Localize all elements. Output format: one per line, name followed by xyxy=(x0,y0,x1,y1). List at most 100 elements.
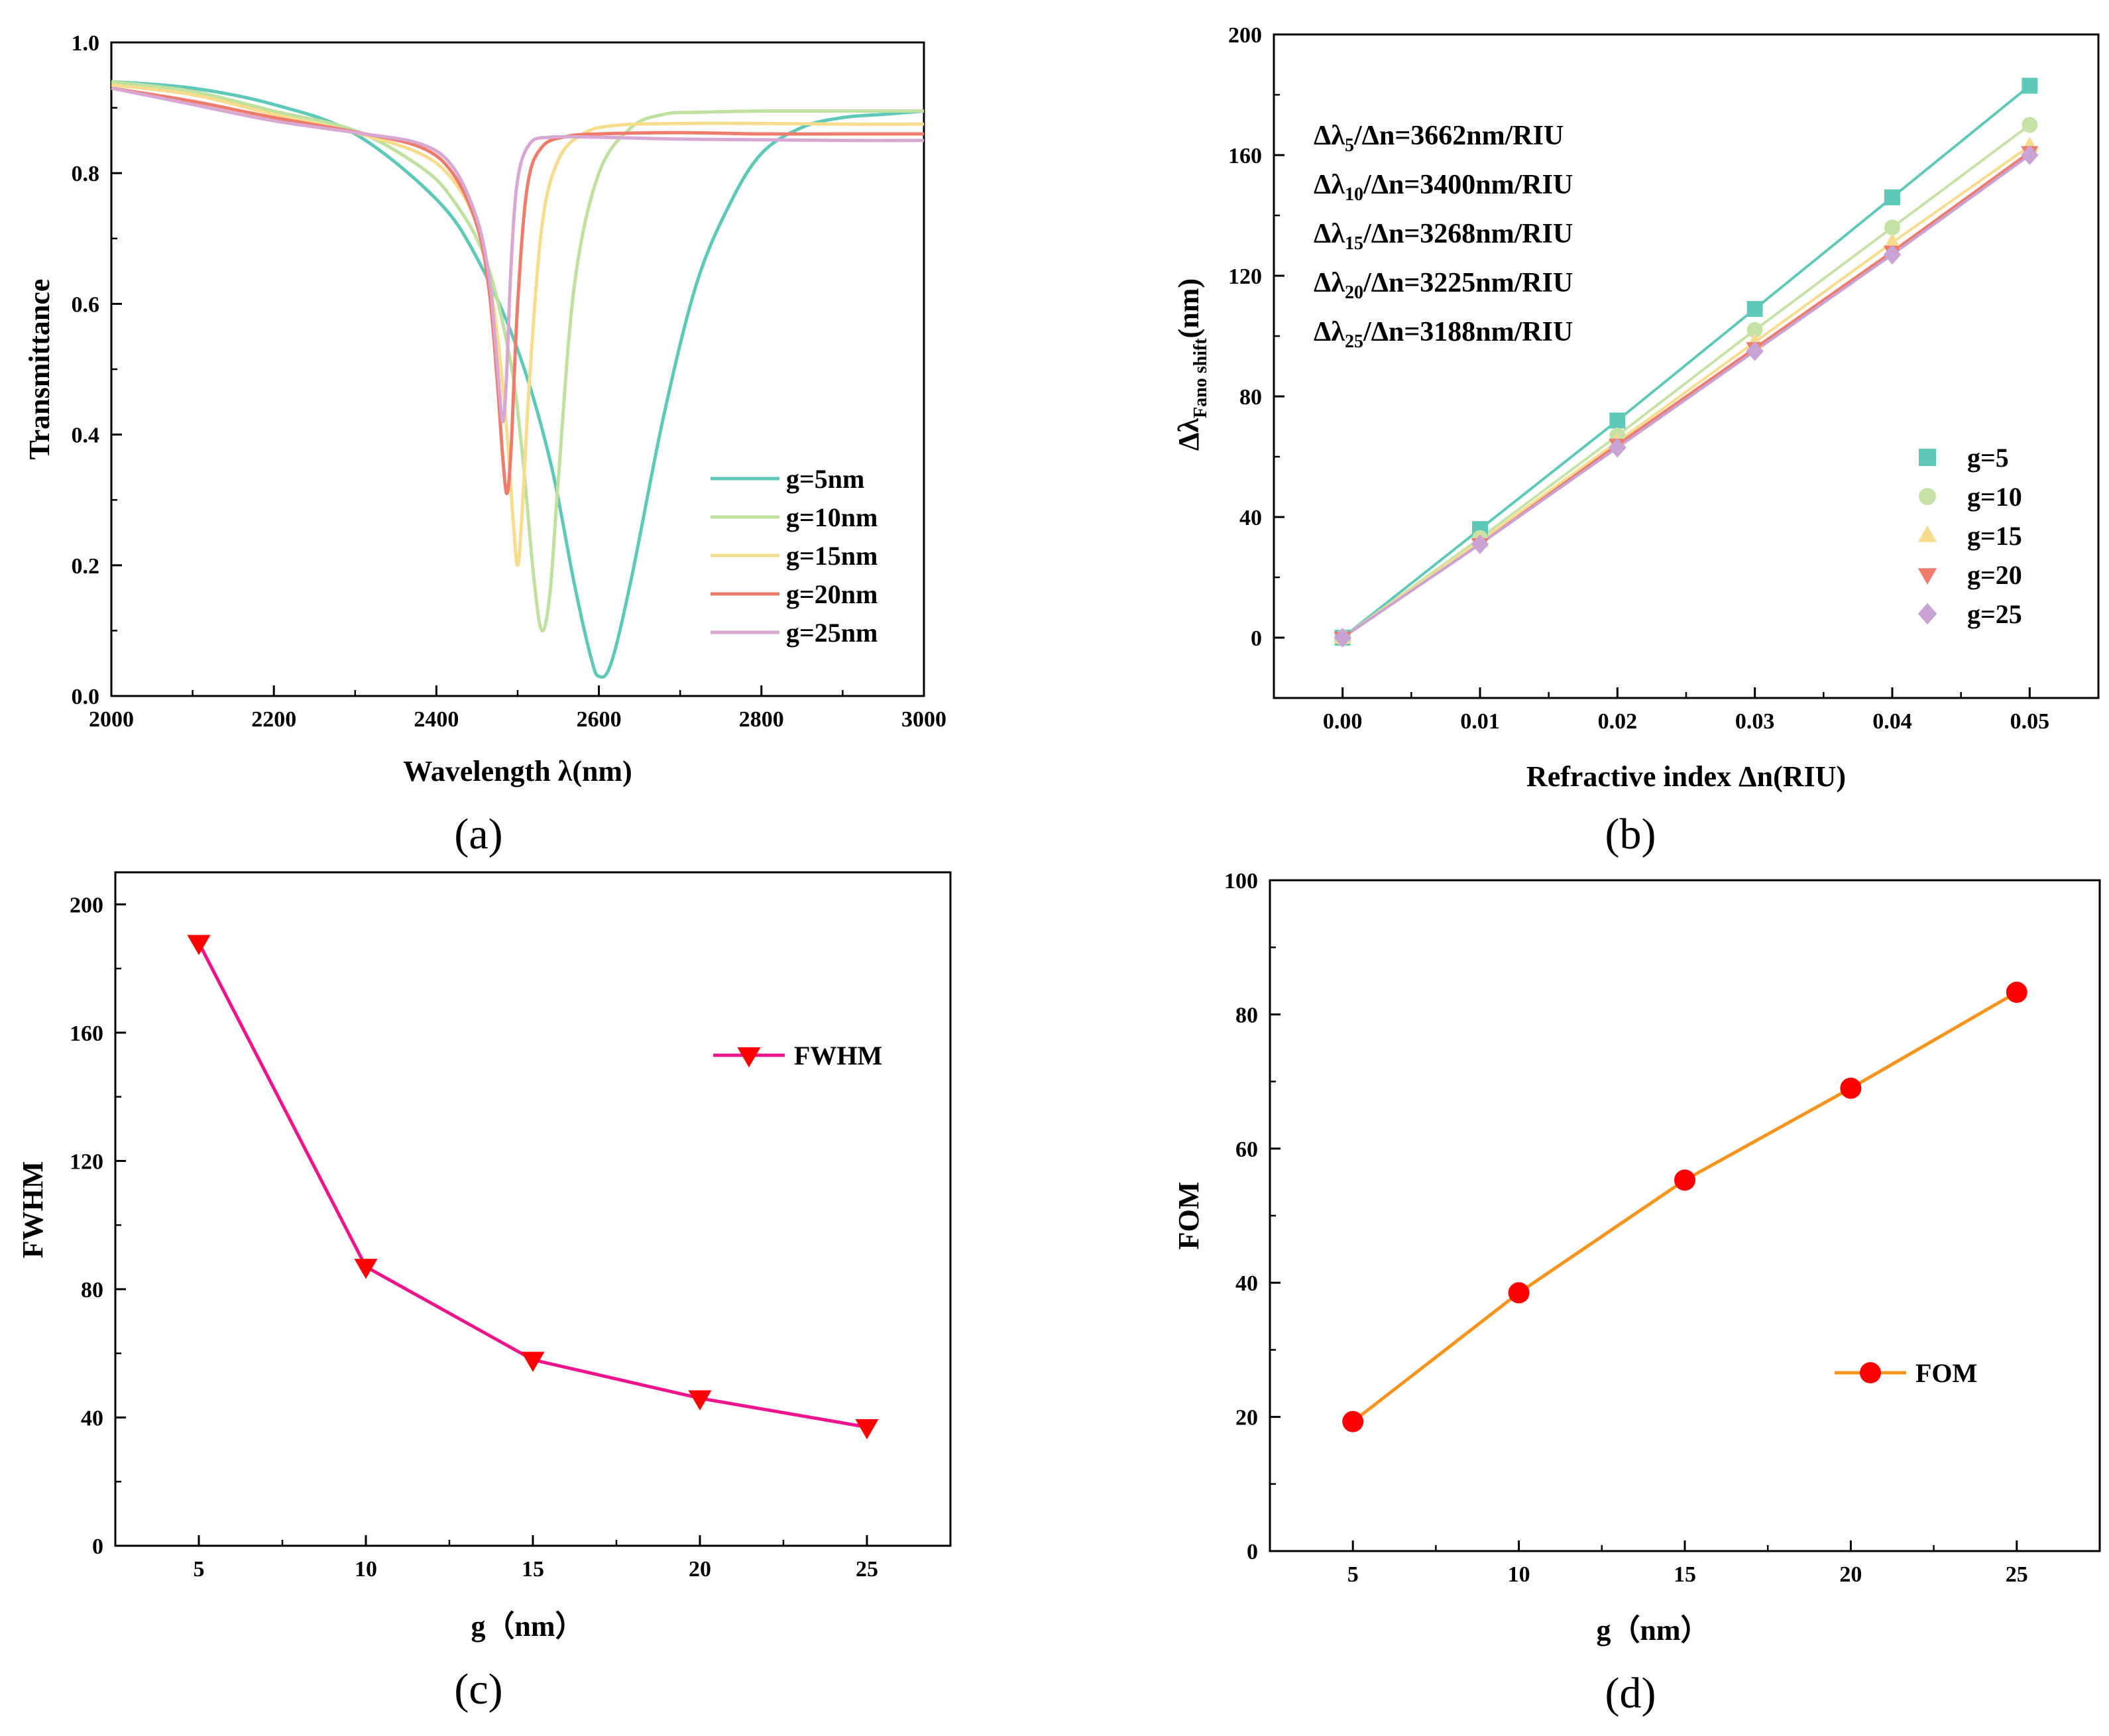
data-point-FOM xyxy=(1840,1077,1862,1099)
annotation-symbol: Δλ xyxy=(1314,219,1345,249)
annotation-subscript: 5 xyxy=(1345,135,1354,156)
y-tick-label: 20 xyxy=(1235,1406,1258,1430)
panel-label-d: (d) xyxy=(1605,1669,1656,1717)
data-point-g=5 xyxy=(1746,301,1763,318)
chart-c-xlabel: g（nm） xyxy=(471,1610,584,1643)
series-line-g=25nm xyxy=(111,86,925,424)
x-tick-label: 0.03 xyxy=(1735,709,1775,734)
y-tick-label: 160 xyxy=(1228,144,1262,168)
y-tick-label: 0.0 xyxy=(72,685,100,709)
legend-marker xyxy=(1917,568,1937,585)
x-tick-label: 2400 xyxy=(414,707,459,732)
annotation-subscript: 10 xyxy=(1345,184,1363,205)
chart-d-marks: 5 10 15 20 25 0 20 40 60 80 100 FOM xyxy=(1224,869,2028,1587)
data-point-FWHM xyxy=(855,1418,879,1440)
y-tick-label: 80 xyxy=(1235,1003,1258,1027)
x-tick-label: 10 xyxy=(1508,1562,1530,1587)
y-tick-label: 0 xyxy=(1247,1540,1258,1564)
sensitivity-annotation: Δλ15/Δn=3268nm/RIU xyxy=(1314,219,1573,254)
x-tick-label: 0.02 xyxy=(1598,709,1638,734)
x-tick-label: 10 xyxy=(355,1557,377,1582)
sensitivity-annotation: Δλ10/Δn=3400nm/RIU xyxy=(1314,170,1573,205)
annotation-value: /Δn=3400nm/RIU xyxy=(1363,170,1573,200)
y-tick-label: 1.0 xyxy=(72,31,100,56)
y-tick-label: 0.4 xyxy=(72,424,100,448)
chart-b-xlabel: Refractive index Δn(RIU) xyxy=(1526,760,1846,793)
x-tick-label: 3000 xyxy=(901,707,946,732)
y-tick-label: 100 xyxy=(1224,869,1258,894)
y-tick-label: 0 xyxy=(92,1534,103,1559)
annotation-value: /Δn=3662nm/RIU xyxy=(1353,121,1564,151)
panel-label-c: (c) xyxy=(454,1665,502,1713)
chart-b-marks: 0.00 0.01 0.02 0.03 0.04 0.05 0 40 80 120 160 200 g=… xyxy=(1228,23,2049,734)
y-tick-label: 80 xyxy=(81,1278,103,1302)
annotation-symbol: Δλ xyxy=(1314,121,1345,151)
x-tick-label: 2000 xyxy=(89,707,134,732)
x-tick-label: 2200 xyxy=(251,707,296,732)
y-tick-label: 80 xyxy=(1239,385,1262,410)
data-point-g=15 xyxy=(1883,233,1902,249)
annotation-value: /Δn=3268nm/RIU xyxy=(1363,219,1573,249)
data-point-g=5 xyxy=(1609,412,1626,429)
chart-a-xlabel: Wavelength λ(nm) xyxy=(403,755,632,787)
legend-label: g=5nm xyxy=(786,464,864,494)
legend-label: g=25 xyxy=(1967,599,2022,629)
panel-label-a: (a) xyxy=(454,810,502,858)
data-point-g=5 xyxy=(1884,189,1900,205)
x-tick-label: 25 xyxy=(2006,1562,2028,1587)
chart-a-ylabel: Transmittance xyxy=(23,279,56,460)
annotation-value: /Δn=3225nm/RIU xyxy=(1363,268,1573,298)
legend-label: g=5 xyxy=(1967,443,2009,473)
sensitivity-annotation: Δλ20/Δn=3225nm/RIU xyxy=(1314,268,1573,303)
x-tick-label: 2600 xyxy=(577,707,622,732)
legend-label: g=25nm xyxy=(786,618,878,648)
data-point-FWHM xyxy=(688,1390,712,1411)
legend-label: g=20 xyxy=(1967,560,2022,590)
data-point-FOM xyxy=(1674,1169,1695,1191)
annotation-subscript: 25 xyxy=(1345,331,1363,352)
x-tick-label: 20 xyxy=(1839,1562,1862,1587)
legend-label: FOM xyxy=(1915,1358,1977,1388)
data-point-FOM xyxy=(1342,1411,1364,1432)
chart-c-marks: 5 10 15 20 25 0 40 80 120 160 200 FWHM xyxy=(70,893,882,1582)
data-point-FWHM xyxy=(354,1259,378,1279)
chart-c: 5 10 15 20 25 0 40 80 120 160 200 FWHM g（nm） FWHM (… xyxy=(17,871,952,1713)
fit-line-g=10 xyxy=(1341,123,2031,639)
data-point-FOM xyxy=(2006,982,2027,1004)
x-tick-label: 15 xyxy=(1674,1562,1696,1587)
x-tick-label: 25 xyxy=(856,1557,878,1582)
x-tick-label: 0.05 xyxy=(2010,709,2050,734)
data-point-FWHM xyxy=(187,935,211,955)
y-tick-label: 0 xyxy=(1251,626,1262,651)
fit-line-g=25 xyxy=(1341,154,2031,639)
fit-line-g=5 xyxy=(1341,84,2031,639)
data-point-g=5 xyxy=(2022,78,2038,94)
legend-label: g=15 xyxy=(1967,521,2022,551)
chart-b-ylabel: ΔλFano shift(nm) xyxy=(1172,278,1211,451)
data-point-g=10 xyxy=(1746,321,1763,338)
legend-label: g=10 xyxy=(1967,482,2022,512)
x-tick-label: 20 xyxy=(689,1557,711,1582)
y-tick-label: 120 xyxy=(1228,264,1262,289)
chart-b-ylabel-unit: (nm) xyxy=(1172,278,1205,338)
data-point-FWHM xyxy=(521,1352,545,1372)
y-tick-label: 200 xyxy=(1228,23,1262,48)
chart-b-ylabel-sub: Fano shift xyxy=(1190,338,1211,418)
data-point-g=25 xyxy=(1609,437,1626,458)
annotation-value: /Δn=3188nm/RIU xyxy=(1363,317,1573,347)
data-point-g=25 xyxy=(1471,534,1489,554)
y-tick-label: 120 xyxy=(70,1149,103,1174)
legend-label: FWHM xyxy=(794,1041,882,1071)
chart-b: 0.00 0.01 0.02 0.03 0.04 0.05 0 40 80 120 160 200 g=… xyxy=(1172,23,2100,858)
annotation-symbol: Δλ xyxy=(1314,170,1345,200)
legend-label: g=15nm xyxy=(786,541,878,571)
y-tick-label: 60 xyxy=(1235,1137,1258,1162)
legend-marker xyxy=(1917,526,1937,542)
legend-marker xyxy=(1917,603,1937,625)
data-point-g=10 xyxy=(2022,117,2038,133)
annotation-subscript: 20 xyxy=(1345,282,1363,303)
y-tick-label: 0.6 xyxy=(72,292,100,317)
chart-d-xlabel: g（nm） xyxy=(1596,1614,1709,1647)
